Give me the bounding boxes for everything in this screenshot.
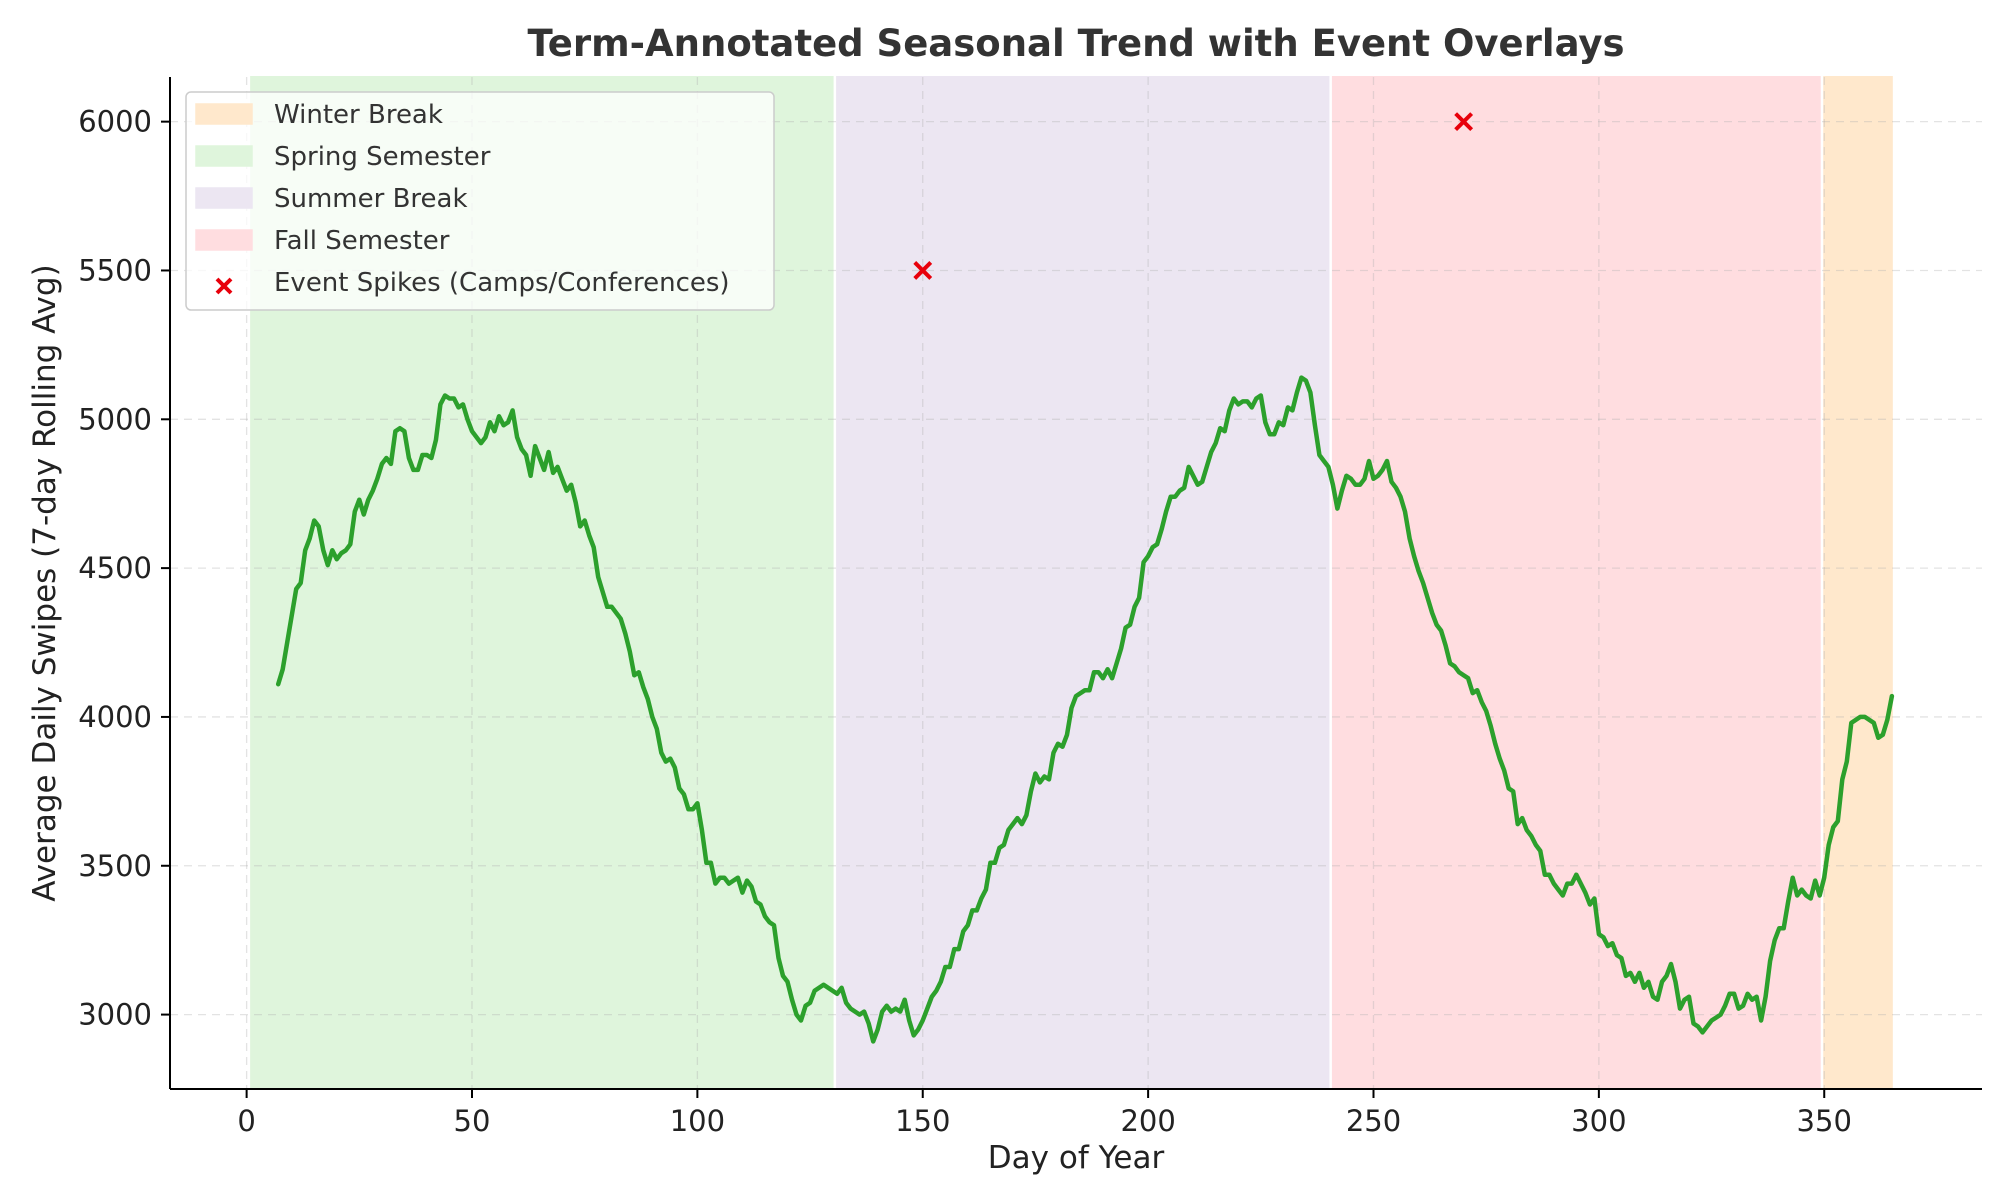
y-tick-label: 3500 [78, 849, 152, 883]
legend-swatch [195, 187, 253, 209]
tick-labels: 0 50 100 150 200 250 300 350 3000 3500 4000 4500 500… [78, 105, 1852, 1138]
x-tick-label: 50 [454, 1104, 491, 1138]
y-tick-label: 3000 [78, 998, 152, 1032]
event-markers [913, 112, 1474, 280]
event-spike-marker [1454, 112, 1474, 132]
y-tick-label: 4000 [78, 700, 152, 734]
term-bands [250, 76, 1893, 1090]
chart-title: Term-Annotated Seasonal Trend with Event… [527, 22, 1624, 65]
x-tick-label: 0 [237, 1104, 255, 1138]
x-tick-label: 200 [1120, 1104, 1175, 1138]
legend-swatch [195, 103, 253, 125]
legend-label: Winter Break [274, 100, 443, 130]
y-axis-label: Average Daily Swipes (7-day Rolling Avg) [27, 264, 63, 901]
term-band [836, 76, 1330, 1090]
series-layer [275, 375, 1895, 1044]
x-tick-label: 100 [670, 1104, 725, 1138]
term-band [1823, 76, 1893, 1090]
x-tick-label: 250 [1346, 1104, 1401, 1138]
legend-event-marker [215, 277, 233, 295]
y-tick-label: 5000 [78, 402, 152, 436]
legend: Winter Break Spring Semester Summer Break F… [185, 91, 775, 311]
legend-label: Spring Semester [274, 142, 491, 172]
series-line [275, 375, 1895, 1044]
term-band [1331, 76, 1821, 1090]
legend-box [185, 91, 775, 311]
legend-swatch [195, 145, 253, 167]
y-tick-label: 6000 [78, 105, 152, 139]
y-tick-label: 5500 [78, 253, 152, 287]
legend-label: Summer Break [274, 184, 468, 214]
legend-label: Event Spikes (Camps/Conferences) [274, 268, 730, 298]
legend-label: Fall Semester [274, 226, 450, 256]
x-tick-label: 150 [895, 1104, 950, 1138]
x-axis-label: Day of Year [988, 1140, 1165, 1176]
y-tick-label: 4500 [78, 551, 152, 585]
x-tick-label: 300 [1571, 1104, 1626, 1138]
event-spike-marker [913, 261, 933, 280]
legend-swatch [195, 229, 253, 251]
x-tick-label: 350 [1797, 1104, 1852, 1138]
